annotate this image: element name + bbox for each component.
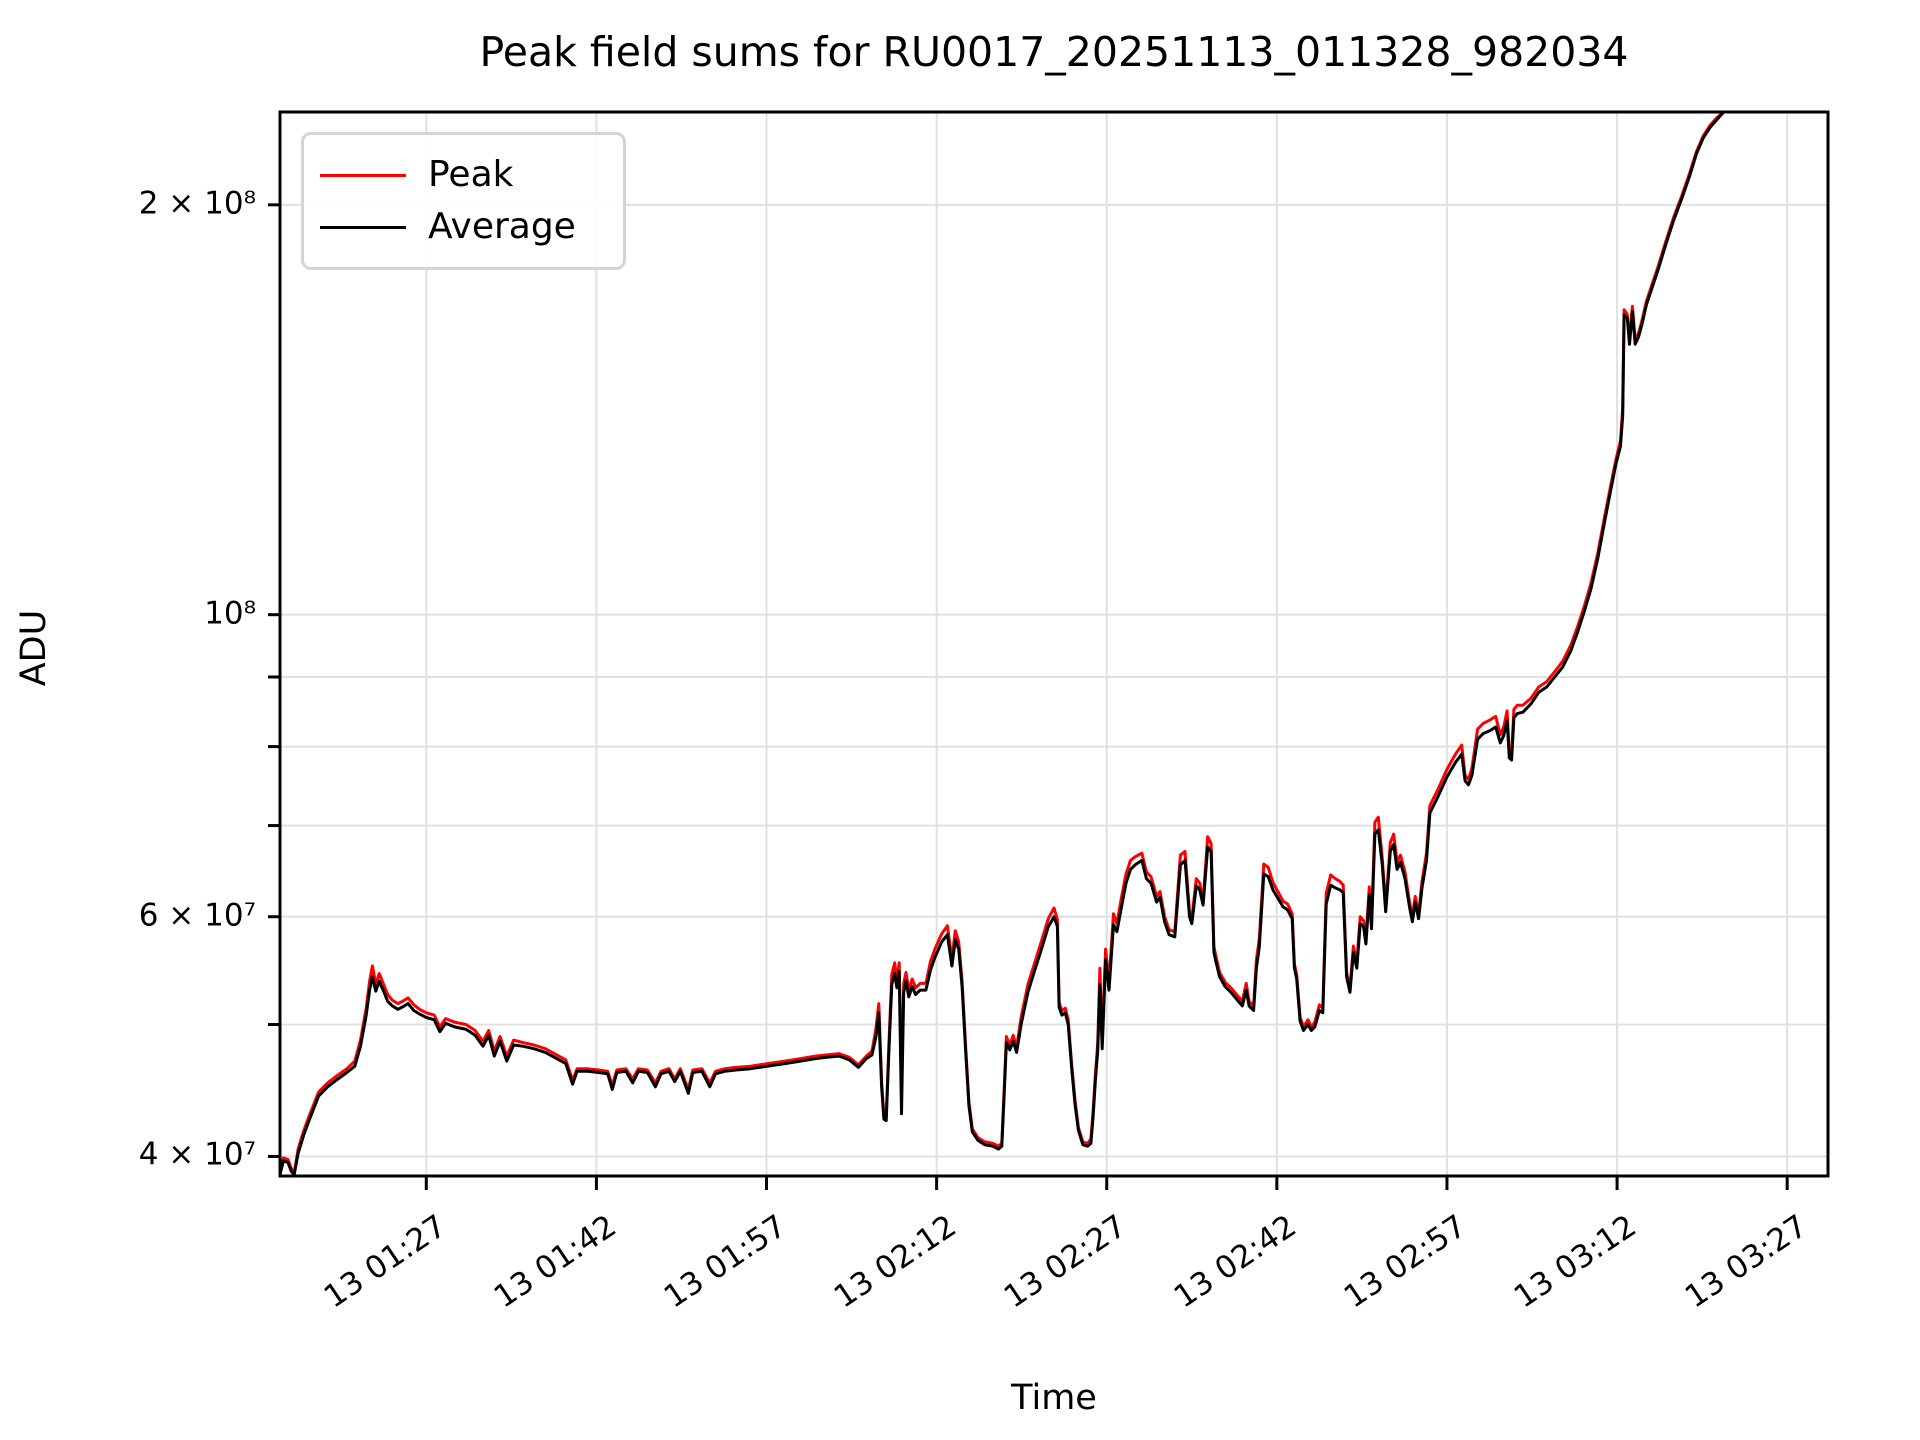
x-axis-label: Time [1011,1378,1097,1418]
legend-item-peak: Peak [304,157,623,193]
legend-label-peak: Peak [428,154,514,195]
legend-label-average: Average [428,206,576,247]
legend: Peak Average [301,132,626,270]
series-line-average [280,112,1748,1176]
peak-line-sample [320,173,406,177]
y-tick-label: 4 × 10⁷ [138,1137,256,1174]
y-tick-label: 10⁸ [204,595,256,632]
gridlines [280,112,1828,1176]
y-tick-label: 2 × 10⁸ [138,185,256,222]
series-line-peak [280,112,1748,1175]
chart-title: Peak field sums for RU0017_20251113_0113… [479,28,1629,76]
average-line-sample [320,225,406,229]
legend-item-average: Average [304,209,623,245]
axis-ticks [268,203,1789,1190]
y-tick-label: 6 × 10⁷ [138,897,256,934]
plot-border [278,110,1830,1178]
